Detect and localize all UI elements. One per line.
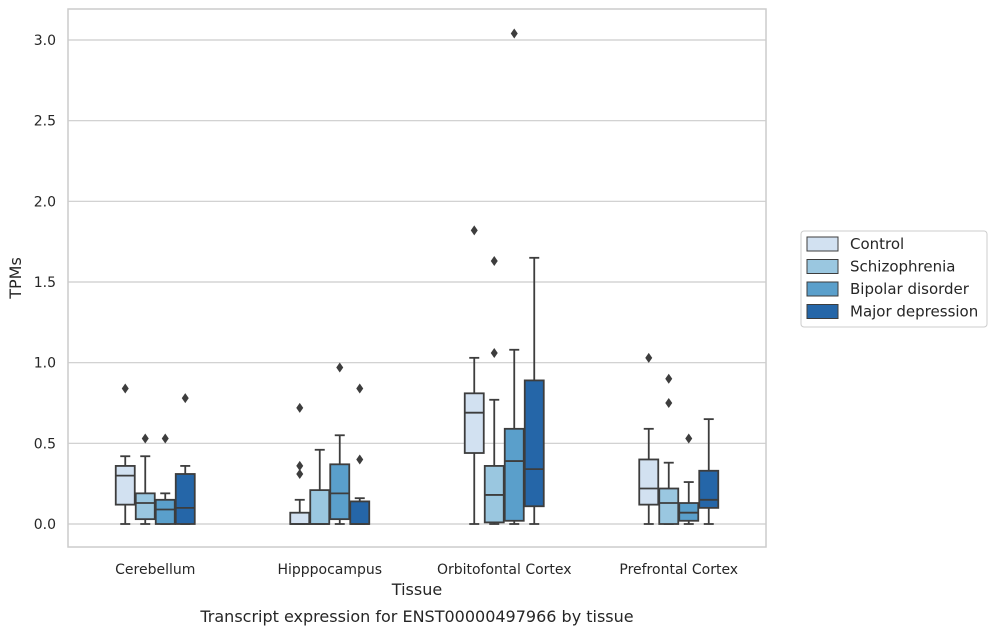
box-bipolar-disorder <box>154 433 176 525</box>
outlier-point <box>296 460 304 471</box>
outlier-point <box>470 225 478 236</box>
box-body <box>463 392 485 454</box>
outlier-point <box>181 393 189 404</box>
x-tick-labels: Cerebellum Hipppocampus Orbitofontal Corte… <box>115 562 738 578</box>
outlier-point <box>665 373 673 384</box>
legend-label: Major depression <box>850 303 978 321</box>
box-bipolar-disorder <box>678 433 700 525</box>
box-body <box>329 463 351 521</box>
x-axis-label: Tissue <box>391 580 442 599</box>
y-tick-label: 2.0 <box>34 194 56 210</box>
legend-frame <box>800 230 988 328</box>
box-schizophrenia <box>658 373 680 525</box>
box-body <box>503 427 525 522</box>
box-major-depression <box>698 418 720 525</box>
box-control <box>114 383 136 525</box>
box-schizophrenia <box>134 433 156 525</box>
outlier-point <box>336 362 344 373</box>
box-control <box>463 225 485 525</box>
box-major-depression <box>349 383 371 525</box>
legend-swatch <box>806 259 839 274</box>
boxes-group <box>114 28 720 525</box>
legend-label: Bipolar disorder <box>850 280 970 298</box>
y-tick-label: 1.0 <box>34 356 56 372</box>
box-body <box>658 487 680 525</box>
box-body <box>638 458 660 506</box>
box-schizophrenia <box>309 448 331 525</box>
legend: Control Schizophrenia Bipolar disorder Majo… <box>800 230 988 328</box>
box-body <box>523 379 545 508</box>
box-body <box>174 473 196 525</box>
box-control <box>289 402 311 525</box>
legend-swatch <box>806 304 839 319</box>
gridlines <box>68 39 766 525</box>
outlier-point <box>685 433 693 444</box>
box-body <box>309 489 331 525</box>
outlier-point <box>490 347 498 358</box>
y-tick-label: 0.0 <box>34 517 56 533</box>
plot-area <box>67 8 767 548</box>
box-body <box>114 465 136 506</box>
box-schizophrenia <box>483 256 505 525</box>
outlier-point <box>121 383 129 394</box>
x-tick-label: Orbitofontal Cortex <box>437 562 572 578</box>
outlier-point <box>490 256 498 267</box>
box-body <box>289 511 311 525</box>
outlier-point <box>356 454 364 465</box>
outlier-point <box>665 398 673 408</box>
y-tick-label: 0.5 <box>34 436 56 452</box>
box-body <box>134 492 156 521</box>
box-major-depression <box>174 393 196 525</box>
legend-swatch <box>806 281 839 297</box>
outlier-point <box>356 383 364 394</box>
legend-label: Control <box>850 235 904 253</box>
box-body <box>349 500 371 525</box>
y-tick-label: 2.5 <box>34 114 56 130</box>
x-tick-label: Prefrontal Cortex <box>619 562 738 578</box>
box-control <box>638 352 660 525</box>
box-body <box>154 498 176 525</box>
legend-label: Schizophrenia <box>850 258 955 276</box>
box-bipolar-disorder <box>329 362 351 525</box>
outlier-point <box>141 433 149 444</box>
box-major-depression <box>523 256 545 525</box>
outlier-point <box>161 433 169 444</box>
y-tick-label: 1.5 <box>34 275 56 291</box>
outlier-point <box>296 468 304 479</box>
y-tick-label: 3.0 <box>34 33 56 49</box>
legend-swatch <box>806 236 839 252</box>
y-tick-labels: 0.0 0.5 1.0 1.5 2.0 2.5 3.0 <box>34 33 56 533</box>
outlier-point <box>645 352 653 363</box>
chart-caption: Transcript expression for ENST0000049796… <box>199 607 633 626</box>
y-axis-label: TPMs <box>6 257 25 300</box>
x-tick-label: Hipppocampus <box>277 562 382 578</box>
outlier-point <box>510 28 518 39</box>
x-tick-label: Cerebellum <box>115 562 195 578</box>
outlier-point <box>296 402 304 413</box>
box-body <box>698 469 720 509</box>
box-bipolar-disorder <box>503 28 525 525</box>
